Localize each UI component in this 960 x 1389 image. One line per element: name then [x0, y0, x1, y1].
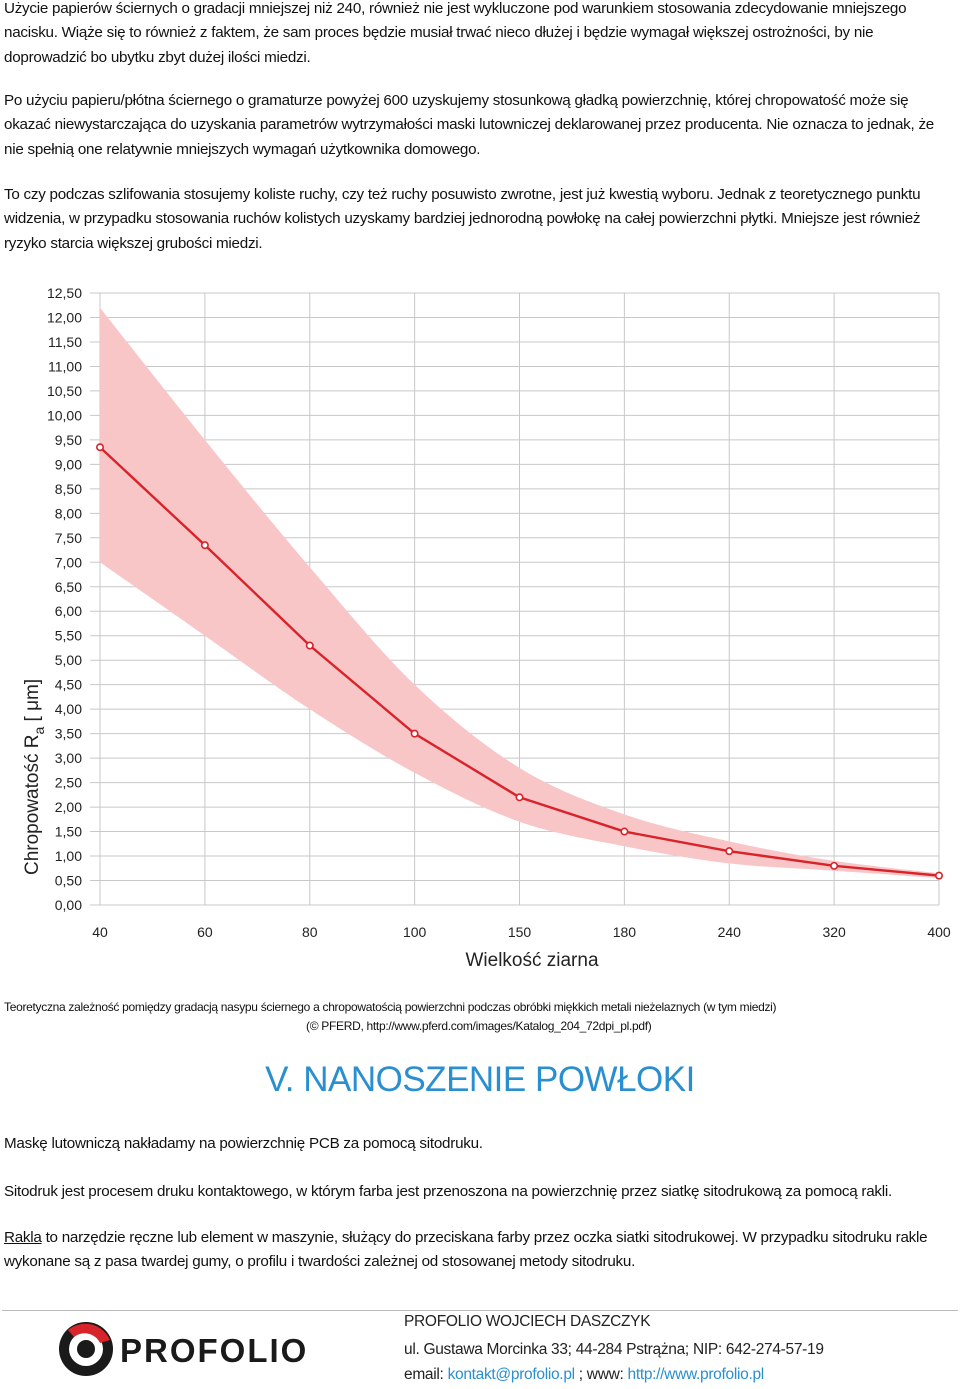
y-tick-label: 4,50: [55, 677, 82, 693]
x-tick-label: 320: [822, 924, 846, 940]
y-tick-label: 6,50: [55, 579, 82, 595]
y-tick-label: 10,50: [47, 383, 82, 399]
y-tick-label: 7,50: [55, 530, 82, 546]
y-tick-label: 2,00: [55, 799, 82, 815]
data-point: [934, 871, 943, 880]
data-point: [830, 861, 839, 870]
x-tick-label: 40: [92, 924, 108, 940]
y-axis-label: Chropowatość Ra [ μm]: [22, 679, 47, 875]
y-tick-label: 3,50: [55, 726, 82, 742]
data-point: [200, 541, 209, 550]
data-point: [96, 443, 105, 452]
footer-divider: [2, 1310, 958, 1311]
chart-caption: Teoretyczna zależność pomiędzy gradacją …: [4, 1000, 777, 1014]
data-point: [305, 641, 314, 650]
y-tick-label: 6,00: [55, 603, 82, 619]
y-tick-label: 0,50: [55, 873, 82, 889]
squeegee-paragraph: Rakla to narzędzie ręczne lub element w …: [4, 1226, 956, 1275]
company-name: PROFOLIO WOJCIECH DASZCZYK: [404, 1313, 651, 1330]
x-tick-label: 400: [927, 924, 951, 940]
profolio-logo: PROFOLIO: [59, 1322, 308, 1376]
y-tick-label: 3,00: [55, 750, 82, 766]
x-tick-label: 180: [613, 924, 637, 940]
roughness-chart: 0,00 0,50 1,00 1,50 2,00 2,50 3,00 3,50 4,00 4,50…: [22, 285, 951, 971]
y-tick-label: 9,50: [55, 432, 82, 448]
x-tick-label: 100: [403, 924, 427, 940]
y-tick-label: 11,50: [48, 334, 82, 350]
y-tick-label: 1,00: [55, 848, 82, 864]
y-tick-label: 9,00: [55, 456, 82, 472]
squeegee-term: Rakla: [4, 1229, 42, 1246]
email-link[interactable]: kontakt@profolio.pl: [447, 1366, 576, 1383]
y-tick-label: 5,00: [55, 652, 82, 668]
y-tick-label: 8,00: [55, 505, 82, 521]
screen-printing-paragraph: Sitodruk jest procesem druku kontaktoweg…: [4, 1183, 892, 1200]
y-tick-label: 11,00: [48, 358, 82, 374]
data-point: [620, 827, 629, 836]
y-tick-label: 12,00: [47, 309, 82, 325]
x-tick-label: 60: [197, 924, 213, 940]
y-tick-label: 12,50: [47, 285, 82, 301]
data-point: [515, 793, 524, 802]
website-link[interactable]: http://www.profolio.pl: [627, 1366, 765, 1383]
x-tick-label: 240: [718, 924, 742, 940]
chart-band: [100, 307, 939, 879]
x-tick-label: 150: [508, 924, 532, 940]
y-tick-label: 7,00: [55, 554, 82, 570]
grinding-paragraph: To czy podczas szlifowania stosujemy kol…: [4, 186, 921, 252]
y-tick-label: 10,00: [47, 407, 82, 423]
company-contacts: email: kontakt@profolio.pl ; www: http:/…: [404, 1366, 765, 1383]
y-tick-label: 5,50: [55, 628, 82, 644]
x-tick-label: 80: [302, 924, 318, 940]
company-address: ul. Gustawa Morcinka 33; 44-284 Pstrążna…: [404, 1341, 824, 1358]
y-tick-label: 8,50: [55, 481, 82, 497]
chart-source: (© PFERD, http://www.pferd.com/images/Ka…: [306, 1019, 652, 1033]
y-tick-label: 0,00: [55, 897, 82, 913]
y-tick-label: 4,00: [55, 701, 82, 717]
data-point: [410, 729, 419, 738]
intro-paragraph: Użycie papierów ściernych o gradacji mni…: [4, 0, 907, 66]
data-point: [725, 847, 734, 856]
mask-paragraph: Maskę lutowniczą nakładamy na powierzchn…: [4, 1135, 483, 1152]
y-tick-label: 2,50: [55, 775, 82, 791]
roughness-paragraph: Po użyciu papieru/płótna ściernego o gra…: [4, 92, 935, 158]
svg-text:PROFOLIO: PROFOLIO: [120, 1332, 308, 1369]
y-tick-label: 1,50: [55, 824, 82, 840]
x-axis-label: Wielkość ziarna: [465, 950, 598, 971]
squeegee-definition: to narzędzie ręczne lub element w maszyn…: [4, 1229, 928, 1271]
section-title: V. NANOSZENIE POWŁOKI: [265, 1060, 695, 1099]
